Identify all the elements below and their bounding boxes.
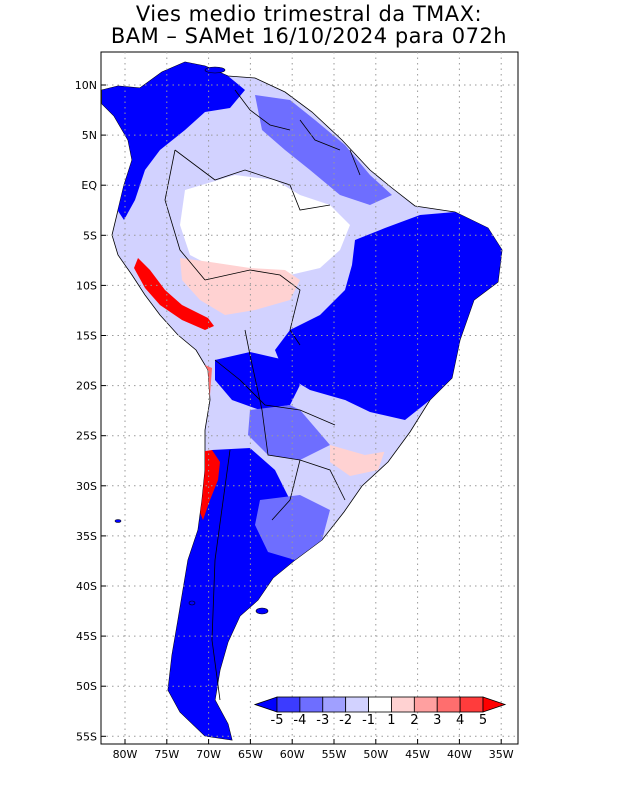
lon-tick-label: 40W (447, 748, 472, 761)
moderate-negative-region-pampa-east (255, 495, 330, 560)
islands (114, 66, 269, 615)
colorbar-level-label: -1 (362, 713, 375, 728)
lon-tick-label: 70W (196, 748, 221, 761)
colorbar-level-label: 5 (479, 713, 487, 728)
country-borders (164, 89, 361, 701)
lat-tick-label: 10N (75, 79, 97, 92)
colorbar-arrow-right (482, 696, 507, 713)
lon-tick-label: 65W (238, 748, 263, 761)
lat-tick-label: 25S (76, 430, 97, 443)
lat-tick-label: 45S (76, 630, 97, 643)
lon-tick-label: 45W (405, 748, 430, 761)
lon-tick-label: 60W (280, 748, 305, 761)
weak-negative-region-southeast-coast (300, 400, 395, 455)
colorbar-segment (299, 696, 324, 713)
map-title-line-2: BAM – SAMet 16/10/2024 para 072h (110, 24, 508, 48)
colorbar-segment (368, 696, 392, 713)
lat-tick-label: 40S (76, 580, 97, 593)
lat-tick-label: 20S (76, 380, 97, 393)
lat-tick-label: 5S (83, 229, 97, 242)
lon-tick-label: 35W (489, 748, 514, 761)
strong-negative-region-brazil (275, 212, 502, 420)
neutral-region-amazon (180, 175, 350, 275)
graticule (101, 52, 518, 744)
colorbar-segment (345, 696, 369, 713)
colorbar-level-label: -3 (316, 713, 329, 728)
lat-tick-label: EQ (81, 179, 97, 192)
colorbar-level-label: -5 (271, 713, 284, 728)
strong-negative-region-chaco (215, 352, 300, 410)
colorbar-level-label: 4 (456, 713, 464, 728)
colorbar-level-label: -2 (339, 713, 352, 728)
lon-tick-label: 50W (363, 748, 388, 761)
lat-tick-label: 55S (76, 730, 97, 743)
moderate-negative-region-guianas (255, 95, 392, 205)
lat-tick-label: 5N (82, 129, 97, 142)
lon-tick-label: 75W (154, 748, 179, 761)
colorbar-level-label: 2 (410, 713, 418, 728)
longitude-axis: 80W 75W 70W 65W 60W 55W 50W 45W 40W 35W (113, 739, 514, 761)
colorbar-segment (276, 696, 301, 713)
weak-positive-region-south-amazon (180, 258, 300, 315)
colorbar-segment (322, 696, 347, 713)
lat-tick-label: 35S (76, 530, 97, 543)
colorbar-level-label: -4 (293, 713, 306, 728)
lat-tick-label: 50S (76, 680, 97, 693)
colorbar-segment (413, 696, 438, 713)
lon-tick-label: 80W (113, 748, 138, 761)
colorbar-level-label: 3 (433, 713, 441, 728)
positive-bias-andes-peru (134, 258, 214, 330)
lat-tick-label: 10S (76, 279, 97, 292)
bias-field (101, 61, 503, 741)
map-title-line-1: Vies medio trimestral da TMAX: (135, 2, 483, 26)
lat-tick-label: 15S (76, 330, 97, 343)
colorbar-level-label: 1 (387, 713, 395, 728)
colorbar-segment (459, 696, 484, 713)
colorbar-segment (436, 696, 461, 713)
latitude-axis: 10N 5N EQ 5S 10S 15S 20S 25S 30S 35S 40S 45S 50S 55S (75, 79, 106, 743)
strong-negative-region-north-coast (102, 62, 245, 220)
lon-tick-label: 55W (322, 748, 347, 761)
colorbar-segment (391, 696, 415, 713)
lat-tick-label: 30S (76, 480, 97, 493)
colorbar: -5 -4 -3 -2 -1 1 2 3 4 5 (253, 696, 507, 728)
